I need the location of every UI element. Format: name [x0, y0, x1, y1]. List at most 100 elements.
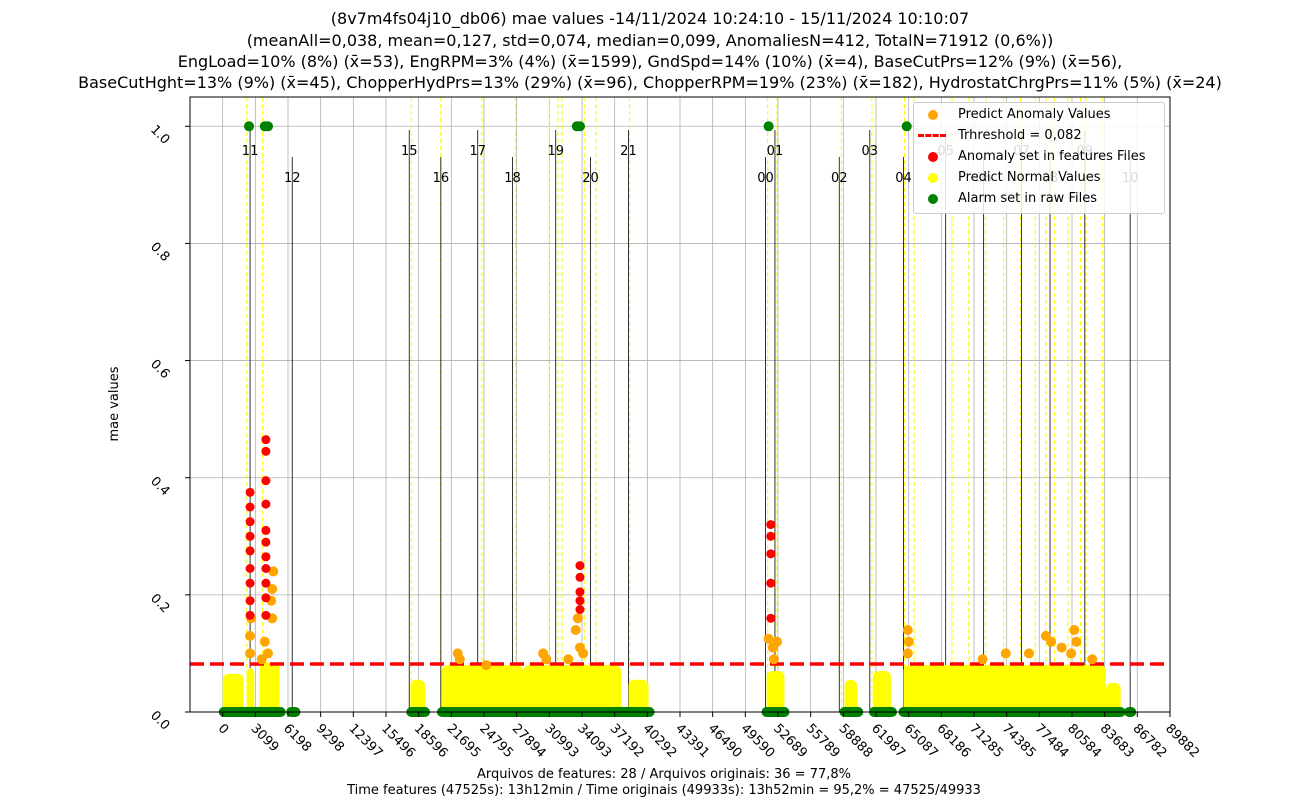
anomaly-file-point — [575, 587, 585, 597]
anomaly-file-point — [245, 517, 255, 527]
anomaly-pred-point — [259, 636, 270, 647]
x-tick-label: 49590 — [738, 721, 778, 761]
anomaly-pred-point — [1071, 636, 1082, 647]
hour-marker-label: 01 — [767, 144, 784, 159]
anomaly-pred-point — [768, 654, 779, 665]
x-tick-label: 3099 — [248, 721, 282, 755]
anomaly-file-point — [245, 531, 255, 541]
yellow-dot-icon — [928, 173, 938, 183]
red-dot-icon — [928, 152, 938, 162]
anomaly-pred-point — [977, 654, 988, 665]
legend-label: Alarm set in raw Files — [958, 191, 1097, 206]
hour-marker-label: 21 — [620, 144, 637, 159]
normal-values-band — [222, 673, 244, 712]
chart-subtitle-features-2: BaseCutHght=13% (9%) (x̄=45), ChopperHyd… — [78, 73, 1222, 92]
anomaly-pred-point — [262, 648, 273, 659]
anomaly-pred-point — [268, 566, 279, 577]
anomaly-file-point — [245, 578, 255, 588]
anomaly-file-point — [245, 546, 255, 556]
y-tick-label: 0.8 — [147, 240, 172, 265]
grid-layer — [190, 97, 1171, 713]
x-tick-label: 43391 — [672, 721, 712, 761]
anomaly-file-point — [245, 610, 255, 620]
alarm-top-point — [763, 121, 774, 132]
anomaly-pred-point — [578, 648, 589, 659]
chart-subtitle-stats: (meanAll=0,038, mean=0,127, std=0,074, m… — [246, 31, 1054, 50]
anomaly-file-point — [575, 572, 585, 582]
y-tick-label: 0.4 — [147, 474, 172, 499]
y-tick-label: 0.0 — [147, 708, 172, 733]
anomaly-file-point — [261, 435, 271, 445]
hour-marker-label: 11 — [242, 144, 259, 159]
anomaly-file-point — [575, 561, 585, 571]
x-tick-label: 52689 — [770, 721, 810, 761]
alarm-top-point — [262, 121, 273, 132]
y-tick-label: 1.0 — [147, 123, 172, 148]
anomaly-file-point — [261, 578, 271, 588]
anomaly-pred-point — [1000, 648, 1011, 659]
legend-item-threshold: Trhreshold = 0,082 — [914, 126, 1164, 146]
anomaly-file-point — [261, 499, 271, 509]
red-dashed-line-icon — [918, 134, 946, 137]
x-tick-label: 9298 — [313, 721, 347, 755]
hour-marker-label: 17 — [469, 144, 486, 159]
anomaly-file-point — [766, 578, 776, 588]
x-tick-label: 83683 — [1097, 721, 1137, 761]
x-tick-label: 37192 — [607, 721, 647, 761]
x-tick-label: 6198 — [280, 721, 314, 755]
anomaly-pred-point — [763, 633, 774, 644]
anomaly-file-point — [261, 610, 271, 620]
y-tick-labels: 0.0 0.2 0.4 0.6 0.8 1.0 — [147, 123, 190, 733]
anomaly-pred-point — [563, 654, 574, 665]
x-tick-label: 65087 — [901, 721, 941, 761]
anomaly-pred-point — [1087, 654, 1098, 665]
anomaly-file-point — [261, 537, 271, 547]
anomaly-file-point — [245, 596, 255, 606]
normal-values-band — [628, 679, 649, 712]
footer-time-summary: Time features (47525s): 13h12min / Time … — [347, 783, 981, 798]
anomaly-pred-point — [454, 654, 465, 665]
anomaly-pred-point — [902, 625, 913, 635]
y-tick-label: 0.6 — [147, 357, 172, 382]
x-tick-label: 77484 — [1032, 721, 1072, 761]
x-tick-label: 61987 — [868, 721, 908, 761]
anomaly-pred-point — [1046, 636, 1057, 647]
x-tick-label: 15496 — [378, 721, 418, 761]
anomaly-pred-point — [245, 648, 256, 659]
hour-marker-label: 04 — [895, 171, 912, 186]
x-tick-label: 58888 — [836, 721, 876, 761]
normal-values-band — [766, 671, 785, 712]
normal-values-band — [410, 679, 426, 712]
legend-label: Predict Normal Values — [958, 170, 1101, 185]
anomaly-pred-point — [541, 654, 552, 665]
anomaly-file-point — [575, 596, 585, 606]
anomaly-pred-point — [903, 636, 914, 647]
legend-label: Predict Anomaly Values — [958, 107, 1111, 122]
x-tick-label: 89882 — [1162, 721, 1202, 761]
x-tick-label: 27894 — [509, 721, 549, 761]
anomaly-file-point — [766, 531, 776, 541]
legend-item-alarm: Alarm set in raw Files — [914, 189, 1164, 209]
normal-values-band — [523, 665, 622, 712]
anomaly-pred-point — [1066, 648, 1077, 659]
x-tick-label: 86782 — [1129, 721, 1169, 761]
footer-files-summary: Arquivos de features: 28 / Arquivos orig… — [477, 767, 851, 782]
hour-marker-label: 03 — [862, 144, 879, 159]
normal-values-band — [441, 665, 524, 712]
legend-label: Anomaly set in features Files — [958, 149, 1146, 164]
x-tick-label: 55789 — [803, 721, 843, 761]
hour-marker-label: 02 — [831, 171, 848, 186]
anomaly-file-point — [261, 476, 271, 486]
x-tick-label: 30993 — [542, 721, 582, 761]
x-tick-labels: 0 309961989298123971549618596216952479527… — [215, 712, 1202, 761]
anomaly-file-point — [766, 520, 776, 530]
anomaly-file-point — [261, 593, 271, 603]
anomaly-file-point — [261, 552, 271, 562]
anomaly-file-point — [245, 564, 255, 573]
hour-marker-label: 20 — [582, 171, 599, 186]
hour-marker-label: 00 — [757, 171, 774, 186]
anomaly-files-layer — [245, 435, 776, 623]
anomaly-pred-point — [256, 654, 267, 665]
hour-marker-label: 18 — [504, 171, 521, 186]
